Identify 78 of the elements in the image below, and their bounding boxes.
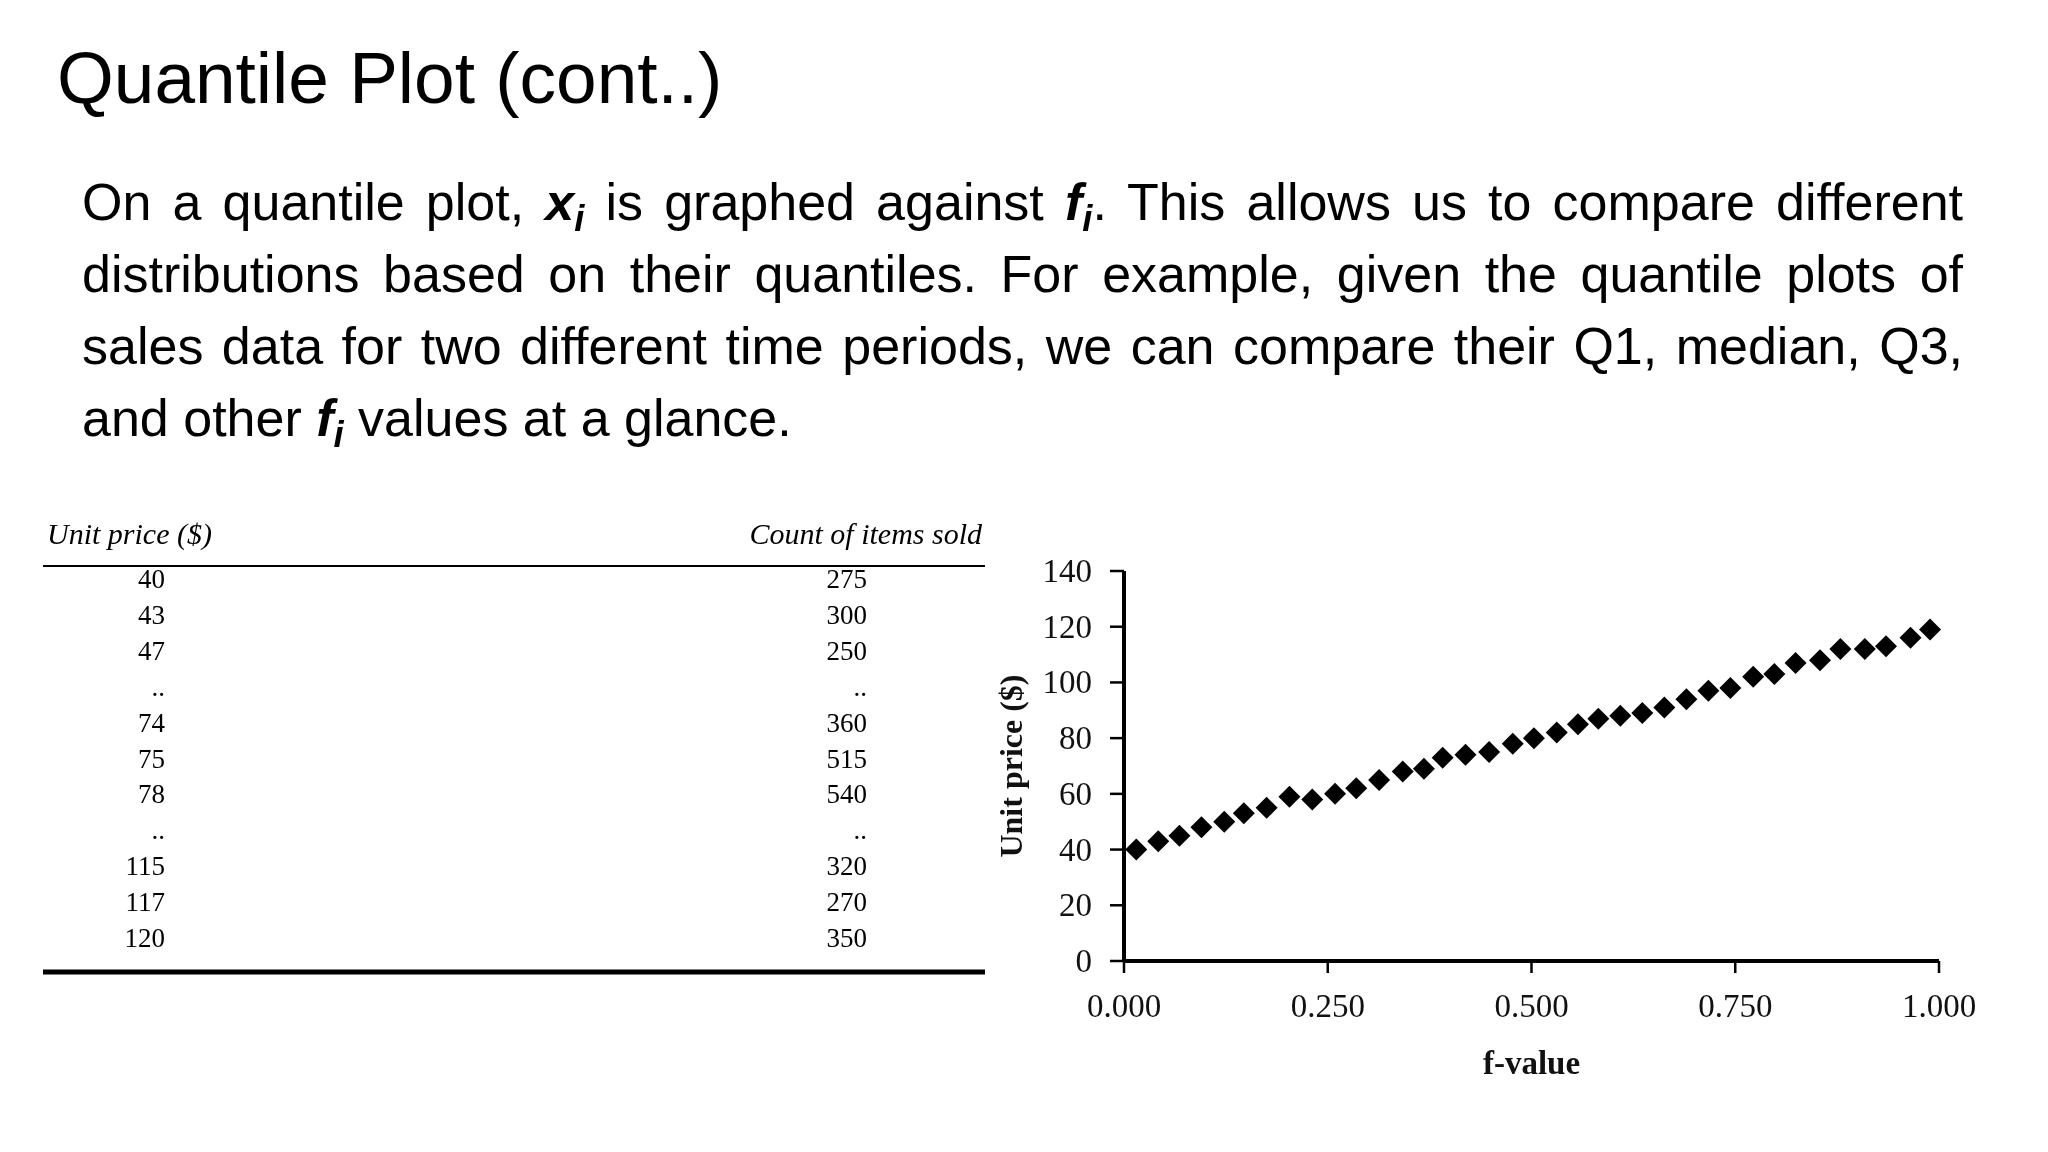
- x-tick-label: 0.500: [1494, 988, 1569, 1024]
- text: 115: [125, 851, 165, 882]
- point: [1255, 796, 1278, 819]
- y-tick-label: 140: [1042, 553, 1092, 589]
- y-tick-label: 80: [1059, 720, 1092, 757]
- text: Count of items sold: [749, 517, 983, 550]
- text: ..: [151, 671, 165, 702]
- point: [1545, 721, 1568, 744]
- point: [1609, 704, 1632, 727]
- y-tick-label: 60: [1059, 775, 1092, 812]
- point: [1454, 743, 1477, 766]
- y-axis-title: Unit price ($): [993, 674, 1029, 858]
- text: 270: [826, 887, 867, 918]
- x-tick-label: 0.750: [1698, 988, 1773, 1024]
- point: [1368, 768, 1391, 791]
- y-tick-label: 0: [1075, 943, 1092, 979]
- x-tick-label: 0.000: [1086, 988, 1162, 1024]
- point: [1919, 618, 1942, 641]
- text: 360: [826, 707, 867, 738]
- point: [1190, 816, 1213, 839]
- point: [1809, 649, 1832, 672]
- text: 540: [826, 779, 867, 810]
- point: [1853, 638, 1876, 660]
- y-tick-label: 20: [1059, 887, 1092, 924]
- x-axis-title: f-value: [1482, 1045, 1581, 1081]
- text: 515: [826, 743, 867, 774]
- point: [1675, 688, 1698, 711]
- point: [1301, 788, 1324, 811]
- point: [1213, 810, 1236, 833]
- point: [1232, 802, 1255, 825]
- point: [1522, 727, 1545, 750]
- point: [1501, 732, 1524, 755]
- text: 120: [124, 923, 165, 953]
- y-tick-label: 100: [1042, 664, 1092, 701]
- text: 47: [138, 635, 165, 666]
- point: [1587, 707, 1610, 730]
- point: [1147, 830, 1170, 853]
- text: Quantile Plot (cont..): [57, 37, 723, 118]
- point: [1391, 760, 1414, 783]
- point: [1566, 713, 1589, 736]
- text: ..: [853, 815, 867, 846]
- point: [1653, 696, 1676, 719]
- y-tick-label: 120: [1042, 608, 1092, 645]
- text: 350: [826, 923, 867, 953]
- x-tick-label: 0.250: [1290, 988, 1365, 1024]
- text: 275: [826, 564, 867, 594]
- text: On a quantile plot, x$_{i}$ is graphed against f$_{i}$. This allows us to compare different distributions based on their quantiles. For example, given the quantile plots of sales data for two different time periods, we can compare their Q1, median, Q3, and other f$_{i}$ values at a glance.: [82, 173, 1964, 456]
- text: ..: [151, 815, 165, 846]
- point: [1763, 663, 1786, 686]
- text: 75: [138, 743, 165, 774]
- point: [1278, 785, 1301, 808]
- text: 43: [138, 599, 165, 630]
- point: [1631, 702, 1654, 725]
- point: [1719, 677, 1742, 699]
- point: [1829, 638, 1852, 660]
- point: [1412, 757, 1435, 780]
- x-tick-label: 1.000: [1901, 988, 1977, 1024]
- point: [1125, 838, 1148, 861]
- point: [1784, 651, 1807, 674]
- text: 117: [125, 887, 165, 918]
- point: [1697, 679, 1720, 702]
- point: [1431, 746, 1454, 769]
- point: [1875, 635, 1898, 658]
- text: 250: [826, 635, 867, 666]
- point: [1168, 824, 1191, 847]
- text: 300: [826, 599, 867, 630]
- text: 320: [826, 851, 867, 882]
- text: 74: [138, 707, 166, 738]
- point: [1324, 782, 1347, 805]
- point: [1742, 665, 1765, 688]
- y-tick-label: 40: [1059, 831, 1092, 868]
- point: [1478, 741, 1501, 764]
- point: [1899, 626, 1922, 649]
- text: 78: [138, 779, 165, 810]
- text: Unit price ($): [47, 517, 212, 551]
- text: ..: [853, 671, 867, 702]
- text: 40: [138, 564, 165, 594]
- point: [1345, 777, 1368, 800]
